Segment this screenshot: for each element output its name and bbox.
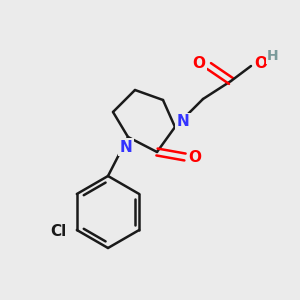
Text: O: O xyxy=(188,149,202,164)
Text: Cl: Cl xyxy=(51,224,67,239)
Text: H: H xyxy=(267,49,279,63)
Text: N: N xyxy=(120,140,132,154)
Text: N: N xyxy=(177,115,189,130)
Text: O: O xyxy=(254,56,268,71)
Text: O: O xyxy=(193,56,206,70)
